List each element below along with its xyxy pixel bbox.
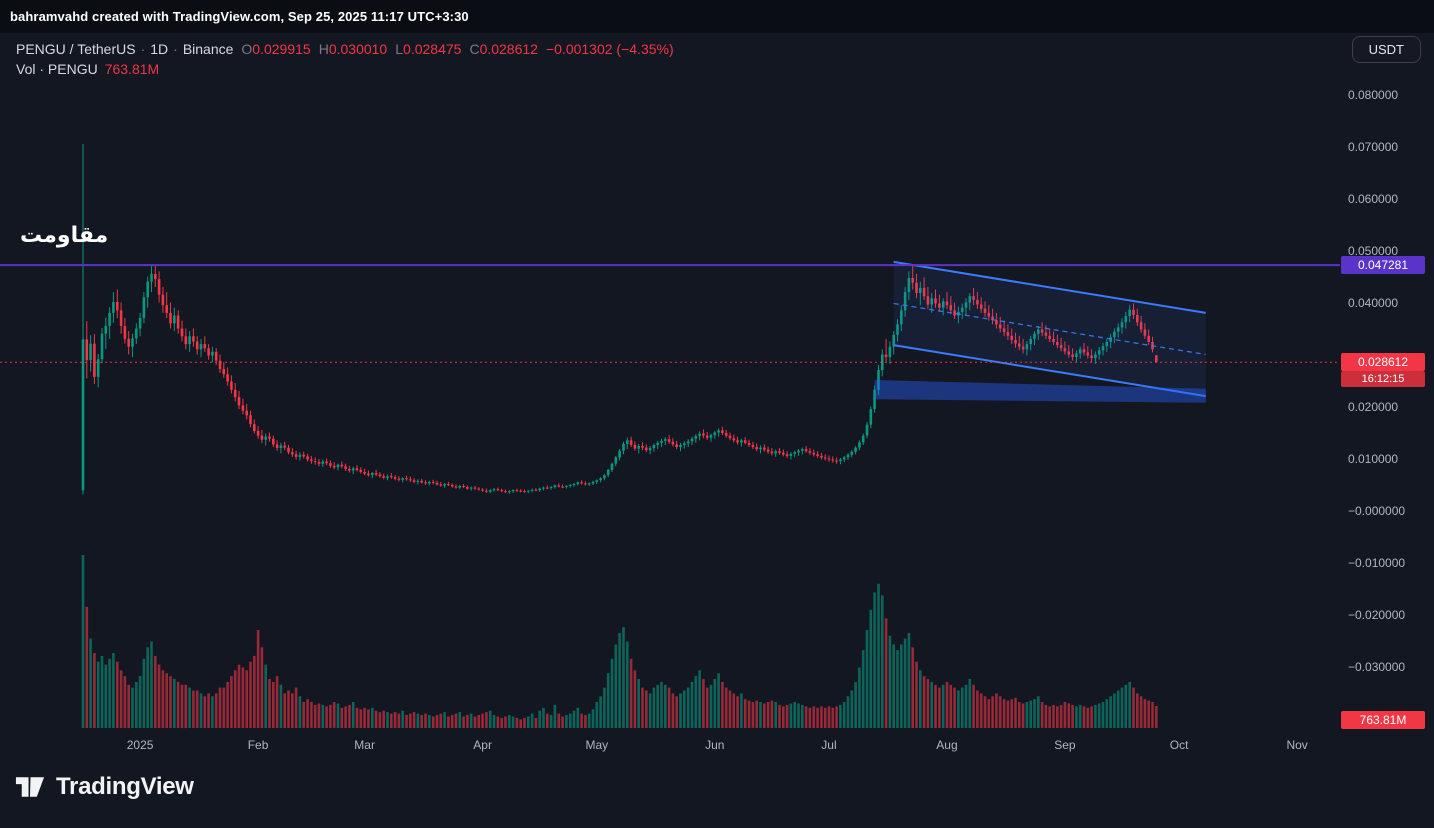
price-tick: −0.030000 [1348,660,1406,674]
time-axis-label: Jun [705,738,725,752]
price-tick: 0.020000 [1348,400,1399,414]
time-axis-label: Nov [1286,738,1308,752]
volume-series [81,555,1158,729]
price-tick: 0.080000 [1348,88,1399,102]
time-axis-label: Feb [247,738,269,752]
time-axis-label: Aug [936,738,958,752]
footer-branding[interactable]: TradingView [14,773,194,801]
price-tick: 0.050000 [1348,244,1399,258]
price-tick: 0.060000 [1348,192,1399,206]
close-label: C [469,41,480,57]
resistance-price-label: 0.047281 [1341,256,1425,275]
tradingview-wordmark: TradingView [56,773,194,800]
volume-indicator-label[interactable]: Vol · PENGU [16,61,98,77]
time-axis-label: 2025 [126,738,154,752]
interval-label[interactable]: 1D [150,41,169,57]
price-tick: 0.040000 [1348,296,1399,310]
bar-countdown-label: 16:12:15 [1341,371,1425,388]
legend-separator: · [173,41,178,57]
legend-volume-row: Vol · PENGU 763.81M [16,59,674,79]
time-axis-label: Apr [473,738,492,752]
time-axis-label: Jul [821,738,837,752]
price-tick: 0.010000 [1348,452,1399,466]
candlestick-series[interactable] [81,143,1158,495]
price-tick: 0.070000 [1348,140,1399,154]
price-tick: −0.010000 [1348,556,1406,570]
time-scale[interactable]: 2025 Feb Mar Apr May Jun Jul Aug Sep Oct Nov [0,732,1340,760]
close-value: 0.028612 [479,41,538,57]
time-axis-label: Oct [1169,738,1189,752]
legend-separator: · [140,41,146,57]
currency-toggle-button[interactable]: USDT [1351,36,1421,63]
volume-value: 763.81M [104,61,160,77]
support-zone-drawing[interactable] [874,380,1206,403]
time-axis-label: Mar [354,738,375,752]
exchange-label: Binance [182,41,234,57]
volume-axis-label: 763.81M [1341,711,1425,729]
open-label: O [241,41,253,57]
change-value: −0.001302 (−4.35%) [545,41,674,57]
symbol-title[interactable]: PENGU / TetherUS [16,41,136,57]
tradingview-logo-icon [15,777,45,797]
low-label: L [395,41,404,57]
time-axis-label: May [585,738,609,752]
last-price-label: 0.028612 [1341,353,1425,372]
price-tick: −0.020000 [1348,608,1406,622]
high-label: H [318,41,329,57]
low-value: 0.028475 [403,41,462,57]
price-scale[interactable]: 0.080000 0.070000 0.060000 0.050000 0.040000… [1340,33,1434,760]
open-value: 0.029915 [252,41,311,57]
resistance-annotation-text[interactable]: مقاومت [20,222,109,247]
price-tick: −0.000000 [1348,504,1406,518]
time-axis-label: Sep [1054,738,1076,752]
parallel-channel-drawing[interactable] [893,260,1206,398]
high-value: 0.030010 [328,41,388,57]
chart-legend: PENGU / TetherUS · 1D · Binance O 0.029915 H 0.0… [16,39,674,79]
attribution-bar: bahramvahd created with TradingView.com,… [0,0,1434,33]
legend-symbol-row: PENGU / TetherUS · 1D · Binance O 0.029915 H 0.0… [16,39,674,59]
